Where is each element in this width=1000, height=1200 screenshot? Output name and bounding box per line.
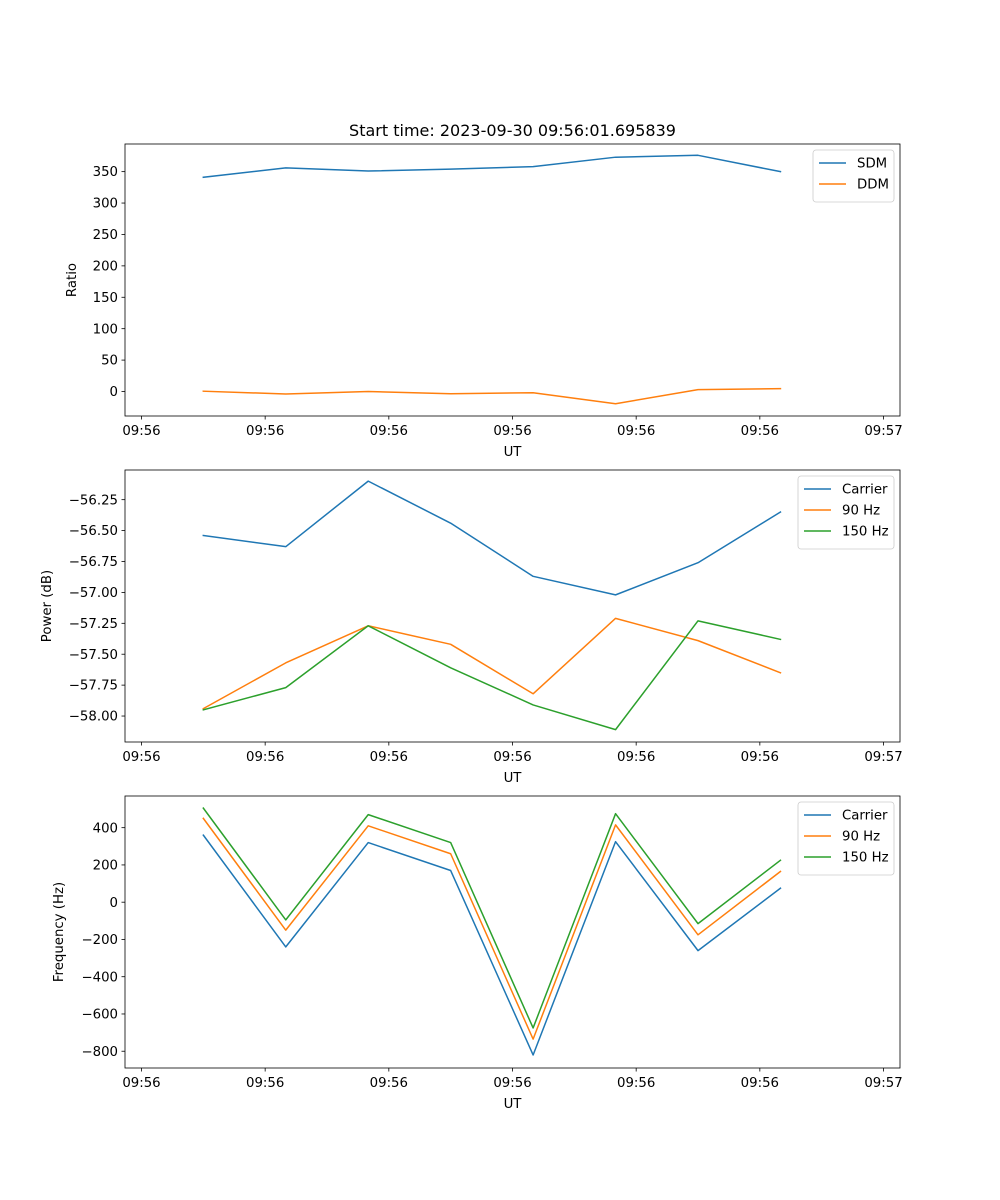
series-line-150-hz: [202, 620, 782, 731]
series-line-carrier: [202, 834, 782, 1056]
chart-panel-2: 09:56 09:56 09:56 09:56 09:56 09:56 09:57 −58.0…: [40, 469, 903, 786]
x-tick-label: 09:56: [370, 750, 408, 765]
x-tick-label: 09:56: [741, 1076, 779, 1091]
y-tick-label: 200: [93, 859, 118, 874]
y-tick-label: 350: [93, 165, 118, 180]
x-tick-label: 09:56: [246, 1076, 284, 1091]
y-tick-label: −57.50: [69, 648, 118, 663]
y-tick-label: −800: [81, 1045, 118, 1060]
legend-label: 150 Hz: [842, 851, 889, 866]
y-axis-label: Power (dB): [40, 570, 55, 642]
x-tick-label: 09:56: [493, 1076, 531, 1091]
x-tick-label: 09:56: [370, 424, 408, 439]
y-tick-label: −57.75: [69, 679, 118, 694]
x-tick-label: 09:57: [864, 1076, 902, 1091]
y-axis-label: Frequency (Hz): [52, 882, 67, 982]
y-tick-label: −600: [81, 1008, 118, 1023]
series-line-ddm: [202, 387, 782, 405]
plot-area: [125, 470, 900, 742]
plot-area: [125, 796, 900, 1068]
x-tick-label: 09:56: [617, 424, 655, 439]
y-tick-label: 300: [93, 197, 118, 212]
y-tick-label: 150: [93, 291, 118, 306]
y-tick-label: 400: [93, 821, 118, 836]
legend-label: 150 Hz: [842, 525, 889, 540]
x-axis-label: UT: [504, 1097, 523, 1112]
legend-label: DDM: [857, 178, 889, 193]
x-tick-label: 09:56: [617, 1076, 655, 1091]
legend-label: 90 Hz: [842, 504, 880, 519]
plot-area: [125, 144, 900, 416]
x-tick-label: 09:56: [741, 424, 779, 439]
legend-label: Carrier: [842, 809, 888, 824]
y-tick-label: −57.00: [69, 586, 118, 601]
y-tick-label: 100: [93, 322, 118, 337]
y-axis-label: Ratio: [65, 263, 80, 297]
x-tick-label: 09:56: [246, 424, 284, 439]
figure-title: Start time: 2023-09-30 09:56:01.695839: [349, 121, 676, 140]
y-tick-label: −56.75: [69, 555, 118, 570]
x-tick-label: 09:56: [370, 1076, 408, 1091]
x-tick-label: 09:56: [122, 750, 160, 765]
legend-label: Carrier: [842, 483, 888, 498]
y-tick-label: −200: [81, 933, 118, 948]
chart-panel-1: 09:56 09:56 09:56 09:56 09:56 09:56 09:57 0 50 10…: [65, 143, 903, 460]
x-tick-label: 09:56: [246, 750, 284, 765]
y-tick-label: 0: [110, 896, 118, 911]
series-line-150-hz: [202, 807, 782, 1029]
axes-frame: [124, 469, 901, 743]
x-tick-label: 09:56: [741, 750, 779, 765]
x-tick-label: 09:57: [864, 750, 902, 765]
x-axis-label: UT: [504, 445, 523, 460]
y-tick-label: 250: [93, 228, 118, 243]
legend: Carrier 90 Hz 150 Hz: [797, 801, 895, 876]
y-tick-label: 0: [110, 385, 118, 400]
y-tick-label: −56.25: [69, 493, 118, 508]
x-tick-label: 09:56: [617, 750, 655, 765]
series-line-90-hz: [202, 617, 782, 710]
axes-frame: [124, 795, 901, 1069]
y-tick-label: −400: [81, 970, 118, 985]
y-tick-label: −58.00: [69, 710, 118, 725]
x-axis-label: UT: [504, 771, 523, 786]
x-tick-label: 09:56: [122, 1076, 160, 1091]
axes-frame: [124, 143, 901, 417]
legend: Carrier 90 Hz 150 Hz: [797, 475, 895, 550]
x-tick-label: 09:56: [493, 424, 531, 439]
series-line-90-hz: [202, 817, 782, 1040]
y-tick-label: 200: [93, 259, 118, 274]
x-tick-label: 09:57: [864, 424, 902, 439]
plots-container: 09:56 09:56 09:56 09:56 09:56 09:56 09:57 0 50 10…: [40, 143, 903, 1112]
y-tick-label: 50: [101, 354, 118, 369]
legend-label: 90 Hz: [842, 830, 880, 845]
x-tick-label: 09:56: [122, 424, 160, 439]
legend: SDM DDM: [812, 149, 895, 203]
series-line-sdm: [202, 154, 782, 179]
series-line-carrier: [202, 480, 782, 596]
y-tick-label: −57.25: [69, 617, 118, 632]
chart-panel-3: 09:56 09:56 09:56 09:56 09:56 09:56 09:57 −800 −…: [52, 795, 903, 1112]
legend-label: SDM: [857, 157, 887, 172]
y-tick-label: −56.50: [69, 524, 118, 539]
x-tick-label: 09:56: [493, 750, 531, 765]
